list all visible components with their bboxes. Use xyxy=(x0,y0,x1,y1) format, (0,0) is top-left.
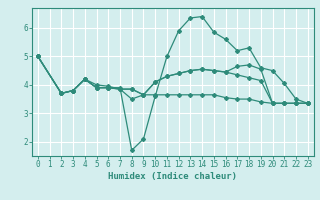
X-axis label: Humidex (Indice chaleur): Humidex (Indice chaleur) xyxy=(108,172,237,181)
